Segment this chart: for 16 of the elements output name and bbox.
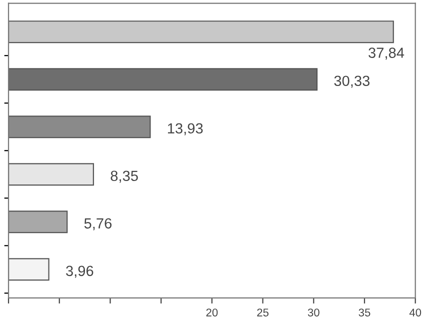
- data-label: 37,84: [368, 48, 404, 60]
- bar: [8, 163, 94, 186]
- data-label: 30,33: [334, 76, 370, 88]
- x-tick-label: 25: [257, 308, 269, 316]
- x-tick-label: 40: [409, 308, 422, 316]
- bar: [8, 258, 50, 281]
- x-tick-label: 35: [358, 308, 370, 316]
- bar: [8, 116, 151, 138]
- bar: [8, 20, 394, 44]
- data-label: 8,35: [110, 170, 138, 183]
- data-label: 3,96: [66, 266, 94, 278]
- data-label: 13,93: [168, 123, 203, 136]
- x-tick-label: 30: [308, 308, 320, 316]
- bar: [8, 210, 68, 234]
- data-label: 5,76: [84, 218, 112, 230]
- x-tick-label: 20: [206, 308, 218, 316]
